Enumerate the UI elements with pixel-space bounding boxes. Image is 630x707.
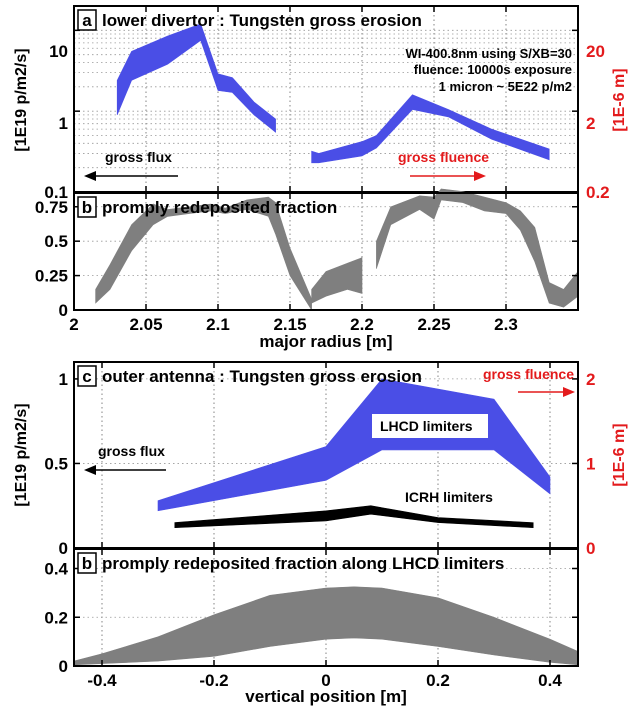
panel-a-grid bbox=[74, 6, 578, 192]
panel-c-gross-fluence-arrowhead bbox=[563, 387, 575, 397]
panel-b1-ytick-label: 0.5 bbox=[44, 232, 68, 251]
panel-c: 0 0.5 1 0 1 2 [1E19 p/m2/s] [1E-6 m] c outer … bbox=[13, 361, 628, 558]
panel-c-lhcd-band bbox=[157, 378, 551, 512]
panel-c-y2label: [1E-6 m] bbox=[611, 423, 628, 486]
panel-a-ytick-0.1: 0.1 bbox=[44, 183, 68, 202]
panel-b2-ytick-label: 0.4 bbox=[44, 560, 68, 579]
panel-b2-letter: b bbox=[82, 554, 92, 573]
panel-c-ytick-label: 1 bbox=[59, 370, 68, 389]
panel-c-letter: c bbox=[82, 367, 91, 386]
panel-a-y2tick-2: 2 bbox=[586, 114, 595, 133]
panel-b1-xtick-label: 2 bbox=[69, 315, 78, 334]
panel-a-ylabel: [1E19 p/m2/s] bbox=[13, 48, 30, 151]
panel-b2-ytick-label: 0 bbox=[59, 657, 68, 676]
panel-a-ytick-10: 10 bbox=[49, 42, 68, 61]
panel-b1-xtick-label: 2.1 bbox=[206, 315, 230, 334]
panel-a-gross-fluence-label: gross fluence bbox=[398, 149, 489, 165]
panel-a-letter: a bbox=[82, 11, 92, 30]
panel-b1-title: promply redeposited fraction bbox=[102, 198, 337, 217]
panel-b2-xtick-label: -0.2 bbox=[199, 671, 228, 690]
panel-a-ytick-1: 1 bbox=[59, 114, 68, 133]
panel-b1-xlabel: major radius [m] bbox=[259, 332, 392, 351]
panel-a-letter-box bbox=[77, 9, 97, 31]
panel-b2: -0.4 -0.2 0 0.2 0.4 0 0.2 0.4 b promply redepos… bbox=[44, 548, 579, 706]
panel-c-title: outer antenna : Tungsten gross erosion bbox=[102, 367, 422, 386]
panel-c-ytick-label: 0.5 bbox=[44, 454, 68, 473]
panel-c-icrh-band bbox=[174, 505, 534, 529]
panel-c-y2tick-label: 2 bbox=[586, 370, 595, 389]
panel-a-ticks bbox=[74, 6, 578, 192]
panel-b1-xtick-label: 2.25 bbox=[417, 315, 450, 334]
panel-c-bands bbox=[157, 378, 551, 529]
panel-b2-title: promply redeposited fraction along LHCD … bbox=[102, 554, 504, 573]
panel-a: 10 1 0.1 20 2 0.2 [1E19 p/m2/s] [1E-6 m]… bbox=[13, 5, 628, 202]
panel-b1-tick-labels: 2 2.05 2.1 2.15 2.2 2.25 2.3 0 0.25 0.5 0.75 bbox=[35, 198, 518, 334]
panel-a-gross-fluence-arrowhead bbox=[474, 171, 486, 181]
panel-b2-tick-labels: -0.4 -0.2 0 0.2 0.4 0 0.2 0.4 bbox=[44, 560, 562, 691]
panel-a-flux-band-1 bbox=[116, 23, 276, 133]
panel-b2-xtick-label: 0 bbox=[321, 671, 330, 690]
panel-b1-ytick-label: 0.25 bbox=[35, 267, 68, 286]
panel-a-gross-flux-arrowhead bbox=[84, 171, 96, 181]
panel-b2-xtick-label: 0.2 bbox=[426, 671, 450, 690]
panel-c-tick-labels: 0 0.5 1 0 1 2 bbox=[44, 370, 595, 558]
panel-b1-xtick-label: 2.2 bbox=[350, 315, 374, 334]
panel-b1-bands bbox=[95, 188, 579, 312]
panel-b1-xtick-label: 2.15 bbox=[273, 315, 306, 334]
panel-c-gross-fluence-label: gross fluence bbox=[483, 366, 574, 382]
panel-b2-letter-box bbox=[77, 552, 97, 574]
panel-b1-ticks bbox=[74, 193, 578, 310]
panel-c-ticks bbox=[74, 362, 578, 548]
panel-b1-axes bbox=[73, 192, 579, 311]
panel-b2-xtick-label: 0.4 bbox=[538, 671, 562, 690]
panel-a-y2tick-20: 20 bbox=[586, 42, 605, 61]
panel-b1-xtick-label: 2.05 bbox=[129, 315, 162, 334]
panel-a-annotation-3: 1 micron ~ 5E22 p/m2 bbox=[439, 79, 572, 94]
panel-b2-ticks bbox=[74, 549, 578, 666]
panel-b1-letter: b bbox=[82, 198, 92, 217]
panel-c-ylabel: [1E19 p/m2/s] bbox=[13, 403, 30, 506]
panel-c-lhcd-label: LHCD limiters bbox=[380, 418, 473, 434]
panel-a-bands bbox=[116, 23, 550, 164]
panel-c-icrh-label: ICRH limiters bbox=[405, 489, 493, 505]
panel-b1-fraction-band-2 bbox=[311, 257, 363, 304]
panel-b2-ytick-label: 0.2 bbox=[44, 608, 68, 627]
panel-a-y2tick-0.2: 0.2 bbox=[586, 183, 610, 202]
panel-c-gross-flux-arrowhead bbox=[84, 465, 96, 475]
panel-a-y2label: [1E-6 m] bbox=[611, 68, 628, 131]
panel-c-letter-box bbox=[77, 365, 97, 387]
panel-b1-ytick-label: 0 bbox=[59, 301, 68, 320]
panel-b1-letter-box bbox=[77, 196, 97, 218]
panel-a-annotation-1: WI-400.8nm using S/XB=30 bbox=[405, 46, 572, 61]
panel-b1: 2 2.05 2.1 2.15 2.2 2.25 2.3 0 0.25 0.5 0.75 b pro… bbox=[35, 188, 579, 351]
panel-c-y2tick-label: 1 bbox=[586, 454, 595, 473]
panel-b1-ytick-label: 0.75 bbox=[35, 198, 68, 217]
panel-b2-xtick-label: -0.4 bbox=[87, 671, 117, 690]
panel-c-y2tick-label: 0 bbox=[586, 539, 595, 558]
panel-a-annotation-2: fluence: 10000s exposure bbox=[414, 62, 572, 77]
panel-c-lhcd-label-bg bbox=[372, 414, 488, 438]
panel-a-gross-flux-label: gross flux bbox=[105, 149, 172, 165]
panel-a-flux-band-2 bbox=[311, 94, 550, 164]
panel-c-gross-flux-label: gross flux bbox=[98, 443, 165, 459]
panel-a-title: lower divertor : Tungsten gross erosion bbox=[102, 11, 422, 30]
panel-c-ytick-label: 0 bbox=[59, 539, 68, 558]
panel-b2-xlabel: vertical position [m] bbox=[245, 687, 407, 706]
panel-b1-xtick-label: 2.3 bbox=[494, 315, 518, 334]
